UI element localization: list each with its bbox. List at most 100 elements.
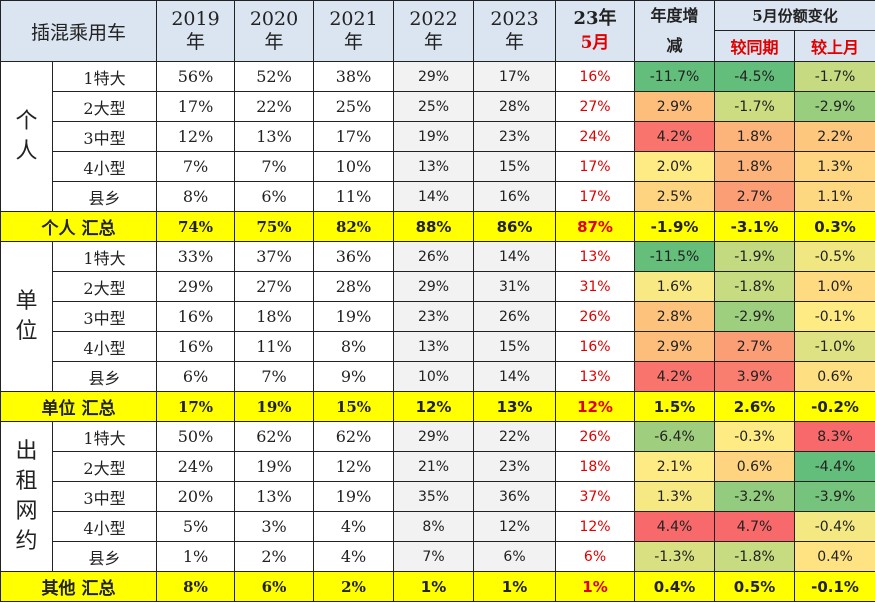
change-cell: -1.7% xyxy=(795,62,875,92)
share-cell: 15% xyxy=(474,332,556,362)
summary-cell: 2% xyxy=(314,572,394,602)
share-cell: 13% xyxy=(556,362,635,392)
change-cell: -0.5% xyxy=(795,242,875,272)
change-cell: -4.4% xyxy=(795,452,875,482)
share-cell: 7% xyxy=(157,152,235,182)
change-cell: -1.8% xyxy=(715,272,795,302)
share-cell: 13% xyxy=(235,122,314,152)
row-label: 1特大 xyxy=(53,422,157,452)
share-cell: 26% xyxy=(556,302,635,332)
change-cell: -0.3% xyxy=(715,422,795,452)
share-cell: 8% xyxy=(314,332,394,362)
share-cell: 8% xyxy=(157,182,235,212)
share-cell: 28% xyxy=(474,92,556,122)
share-cell: 6% xyxy=(157,362,235,392)
change-cell: 8.3% xyxy=(795,422,875,452)
summary-cell: 74% xyxy=(157,212,235,242)
share-cell: 26% xyxy=(394,242,474,272)
share-cell: 11% xyxy=(314,182,394,212)
share-cell: 36% xyxy=(474,482,556,512)
summary-cell: 15% xyxy=(314,392,394,422)
row-label: 2大型 xyxy=(53,92,157,122)
share-cell: 27% xyxy=(235,272,314,302)
share-cell: 17% xyxy=(474,62,556,92)
row-label: 4小型 xyxy=(53,152,157,182)
summary-cell: 87% xyxy=(556,212,635,242)
vs-last-year-header: 较同期 xyxy=(715,30,795,61)
row-label: 3中型 xyxy=(53,122,157,152)
share-cell: 9% xyxy=(314,362,394,392)
change-cell: -1.8% xyxy=(715,542,795,572)
change-cell: 1.1% xyxy=(795,182,875,212)
summary-cell: 86% xyxy=(474,212,556,242)
share-cell: 13% xyxy=(235,482,314,512)
summary-cell: 12% xyxy=(556,392,635,422)
share-cell: 37% xyxy=(556,482,635,512)
change-cell: 2.1% xyxy=(635,452,715,482)
summary-cell: 6% xyxy=(235,572,314,602)
share-cell: 12% xyxy=(556,512,635,542)
share-cell: 36% xyxy=(314,242,394,272)
share-cell: 17% xyxy=(314,122,394,152)
change-cell: 1.8% xyxy=(715,152,795,182)
share-cell: 24% xyxy=(556,122,635,152)
share-cell: 7% xyxy=(235,152,314,182)
share-cell: 50% xyxy=(157,422,235,452)
change-group-header: 5月份额变化 xyxy=(715,1,875,31)
share-cell: 23% xyxy=(474,122,556,152)
summary-change-cell: 0.5% xyxy=(715,572,795,602)
share-cell: 23% xyxy=(474,452,556,482)
change-cell: 2.0% xyxy=(635,152,715,182)
share-cell: 29% xyxy=(394,62,474,92)
row-label: 3中型 xyxy=(53,302,157,332)
share-cell: 1% xyxy=(157,542,235,572)
group-label: 出租网约 xyxy=(1,422,53,572)
summary-cell: 12% xyxy=(394,392,474,422)
share-cell: 16% xyxy=(556,62,635,92)
share-cell: 6% xyxy=(474,542,556,572)
yoy-header: 年度增减 xyxy=(635,1,715,62)
share-cell: 22% xyxy=(474,422,556,452)
summary-change-cell: -1.9% xyxy=(635,212,715,242)
group-label: 单位 xyxy=(1,242,53,392)
share-cell: 18% xyxy=(235,302,314,332)
change-cell: 1.6% xyxy=(635,272,715,302)
change-cell: -3.2% xyxy=(715,482,795,512)
share-cell: 19% xyxy=(394,122,474,152)
share-cell: 2% xyxy=(235,542,314,572)
share-cell: 13% xyxy=(556,242,635,272)
row-label: 县乡 xyxy=(53,362,157,392)
share-cell: 16% xyxy=(157,302,235,332)
summary-change-cell: 0.4% xyxy=(635,572,715,602)
share-cell: 16% xyxy=(157,332,235,362)
change-cell: -4.5% xyxy=(715,62,795,92)
summary-change-cell: 0.3% xyxy=(795,212,875,242)
change-cell: 2.7% xyxy=(715,332,795,362)
change-cell: 2.2% xyxy=(795,122,875,152)
summary-change-cell: 2.6% xyxy=(715,392,795,422)
share-cell: 29% xyxy=(394,422,474,452)
change-cell: -6.4% xyxy=(635,422,715,452)
change-cell: -1.9% xyxy=(715,242,795,272)
summary-cell: 82% xyxy=(314,212,394,242)
share-cell: 38% xyxy=(314,62,394,92)
share-cell: 62% xyxy=(314,422,394,452)
share-cell: 12% xyxy=(157,122,235,152)
share-cell: 10% xyxy=(314,152,394,182)
summary-label: 单位 汇总 xyxy=(1,392,157,422)
share-cell: 21% xyxy=(394,452,474,482)
share-cell: 56% xyxy=(157,62,235,92)
share-cell: 6% xyxy=(556,542,635,572)
